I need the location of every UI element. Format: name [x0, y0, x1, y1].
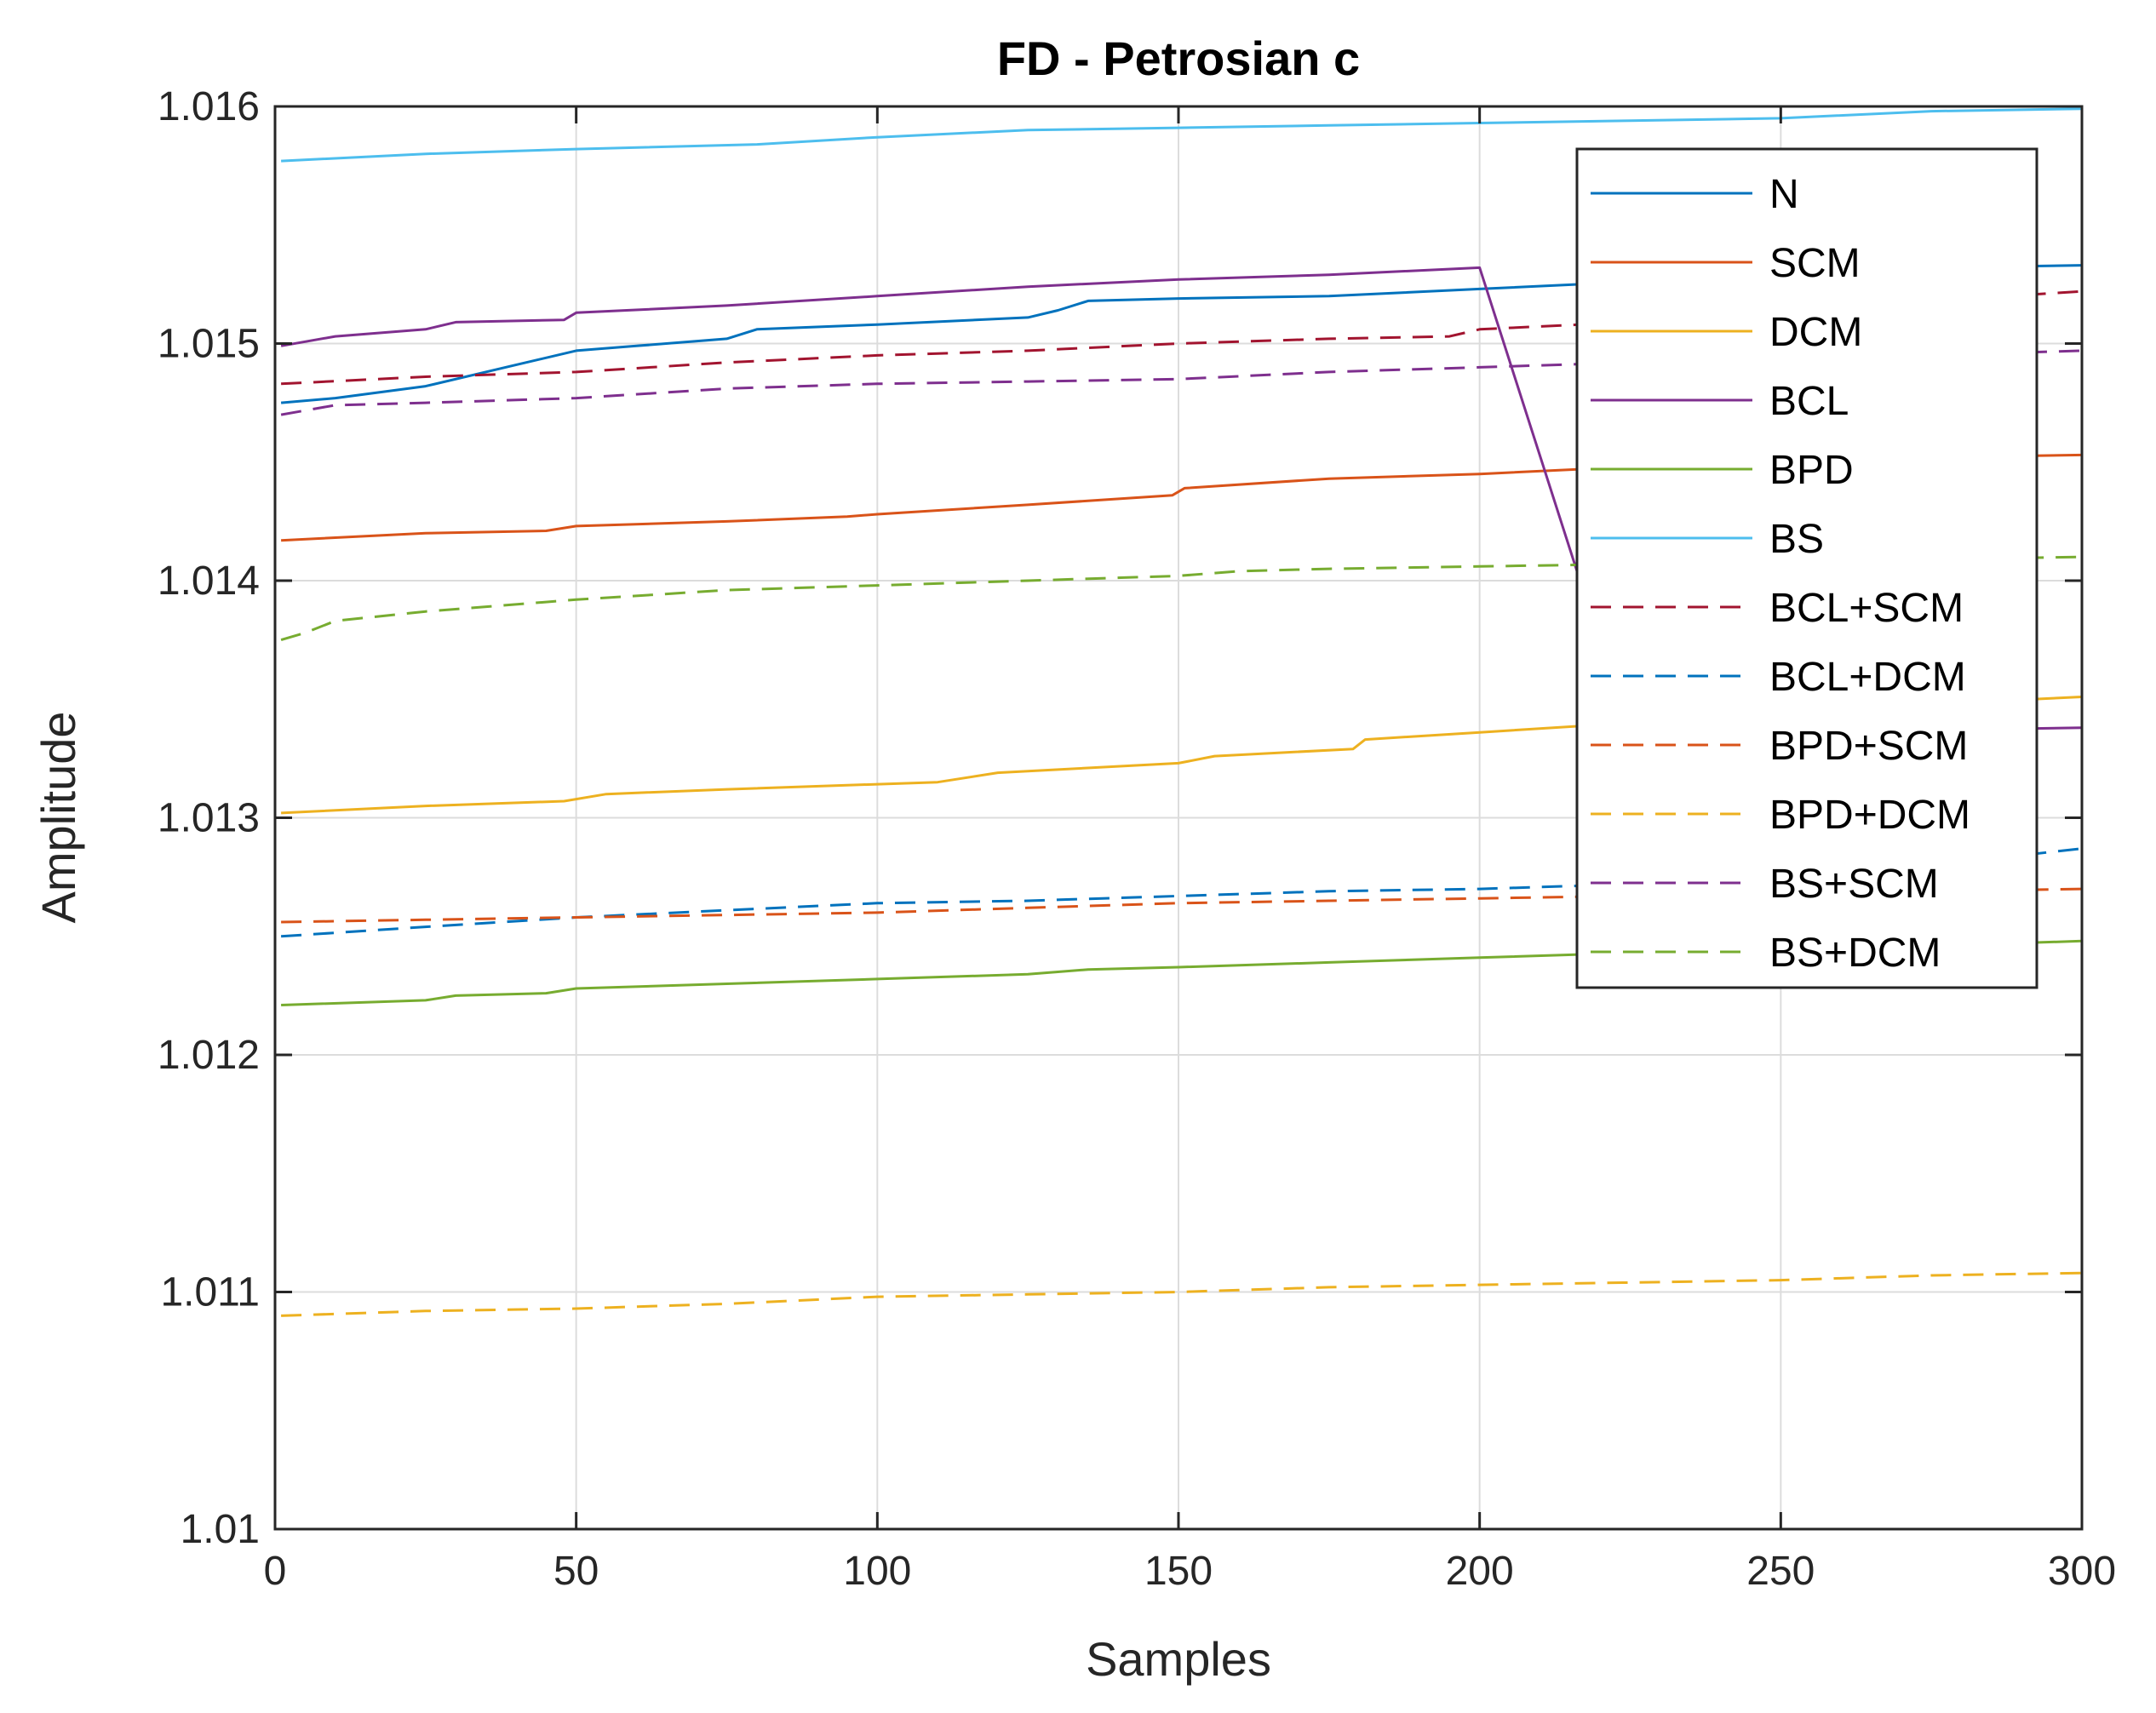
legend-label: BCL+SCM	[1769, 586, 1964, 631]
x-axis-label: Samples	[1086, 1632, 1271, 1686]
legend-label: BPD+DCM	[1769, 793, 1970, 838]
y-tick-label: 1.013	[158, 796, 260, 841]
y-axis-label: Amplitude	[32, 711, 85, 923]
y-tick-label: 1.015	[158, 322, 260, 367]
y-tick-label: 1.014	[158, 559, 260, 604]
legend-label: BPD+SCM	[1769, 724, 1968, 769]
y-tick-label: 1.011	[160, 1270, 260, 1315]
x-axis-ticks: 0 50 100 150 200 250 300	[264, 106, 2116, 1594]
x-tick-label: 150	[1144, 1549, 1213, 1594]
y-tick-label: 1.016	[158, 84, 260, 129]
legend-box	[1575, 147, 2038, 989]
y-tick-label: 1.01	[181, 1507, 260, 1552]
legend-label: SCM	[1769, 241, 1861, 286]
legend: N SCM DCM BCL BPD BS BCL+SCM BCL+DCM BPD+SCM BPD+…	[1575, 147, 2038, 989]
legend-label: BPD	[1769, 448, 1854, 493]
legend-label: BCL	[1769, 379, 1849, 424]
chart-title: FD - Petrosian c	[997, 32, 1360, 85]
legend-label: DCM	[1769, 310, 1862, 355]
legend-label: BCL+DCM	[1769, 655, 1966, 700]
x-tick-label: 300	[2048, 1549, 2116, 1594]
x-tick-label: 0	[264, 1549, 287, 1594]
x-tick-label: 50	[553, 1549, 599, 1594]
series-line-bcl-plus-scm	[281, 289, 2083, 386]
y-axis-ticks: 1.01 1.011 1.012 1.013 1.014 1.015 1.016	[158, 84, 2082, 1552]
y-tick-label: 1.012	[158, 1033, 260, 1078]
x-tick-label: 250	[1746, 1549, 1815, 1594]
legend-label: BS+SCM	[1769, 862, 1939, 907]
series-line-bpd-plus-dcm	[281, 1271, 2083, 1317]
x-tick-label: 100	[843, 1549, 911, 1594]
legend-label: BS	[1769, 517, 1824, 562]
x-tick-label: 200	[1446, 1549, 1514, 1594]
legend-label: N	[1769, 172, 1799, 217]
legend-label: BS+DCM	[1769, 931, 1941, 976]
